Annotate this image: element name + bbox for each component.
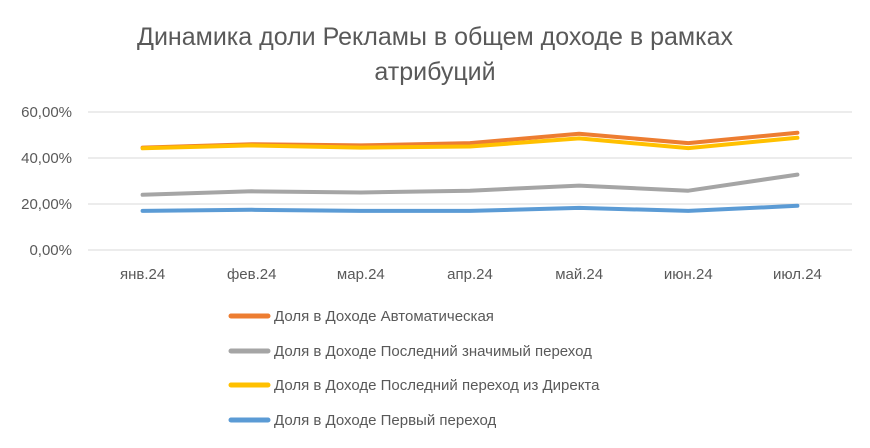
legend-label: Доля в Доходе Автоматическая: [274, 308, 494, 325]
x-tick-label: май.24: [555, 266, 603, 283]
legend-item: Доля в Доходе Первый переход: [228, 412, 497, 429]
x-tick-label: июн.24: [664, 266, 713, 283]
x-tick-label: апр.24: [447, 266, 493, 283]
y-tick-label: 0,00%: [29, 242, 72, 259]
x-tick-label: мар.24: [337, 266, 385, 283]
series-line: [140, 135, 800, 151]
series-line: [140, 172, 800, 197]
legend-item: Доля в Доходе Последний переход из Дирек…: [228, 377, 600, 394]
series-lines: [140, 130, 800, 213]
legend-label: Доля в Доходе Последний переход из Дирек…: [274, 377, 600, 394]
y-axis-tick-labels: 0,00% 20,00% 40,00% 60,00%: [21, 104, 72, 259]
x-tick-label: янв.24: [120, 266, 165, 283]
legend-item: Доля в Доходе Автоматическая: [228, 308, 494, 325]
x-axis-tick-labels: янв.24 фев.24 мар.24 апр.24 май.24 июн.24 июл.…: [120, 266, 822, 283]
chart-title-line-1: Динамика доли Рекламы в общем доходе в р…: [137, 23, 733, 51]
x-tick-label: июл.24: [773, 266, 822, 283]
x-tick-label: фев.24: [227, 266, 277, 283]
gridlines: [88, 111, 852, 251]
y-tick-label: 20,00%: [21, 196, 72, 213]
y-tick-label: 60,00%: [21, 104, 72, 121]
legend-label: Доля в Доходе Первый переход: [274, 412, 497, 429]
legend-item: Доля в Доходе Последний значимый переход: [228, 343, 592, 360]
legend-label: Доля в Доходе Последний значимый переход: [274, 343, 592, 360]
legend: Доля в Доходе Автоматическая Доля в Доход…: [228, 308, 600, 429]
chart-title-line-2: атрибуций: [374, 58, 495, 86]
series-line: [140, 203, 800, 213]
y-tick-label: 40,00%: [21, 150, 72, 167]
